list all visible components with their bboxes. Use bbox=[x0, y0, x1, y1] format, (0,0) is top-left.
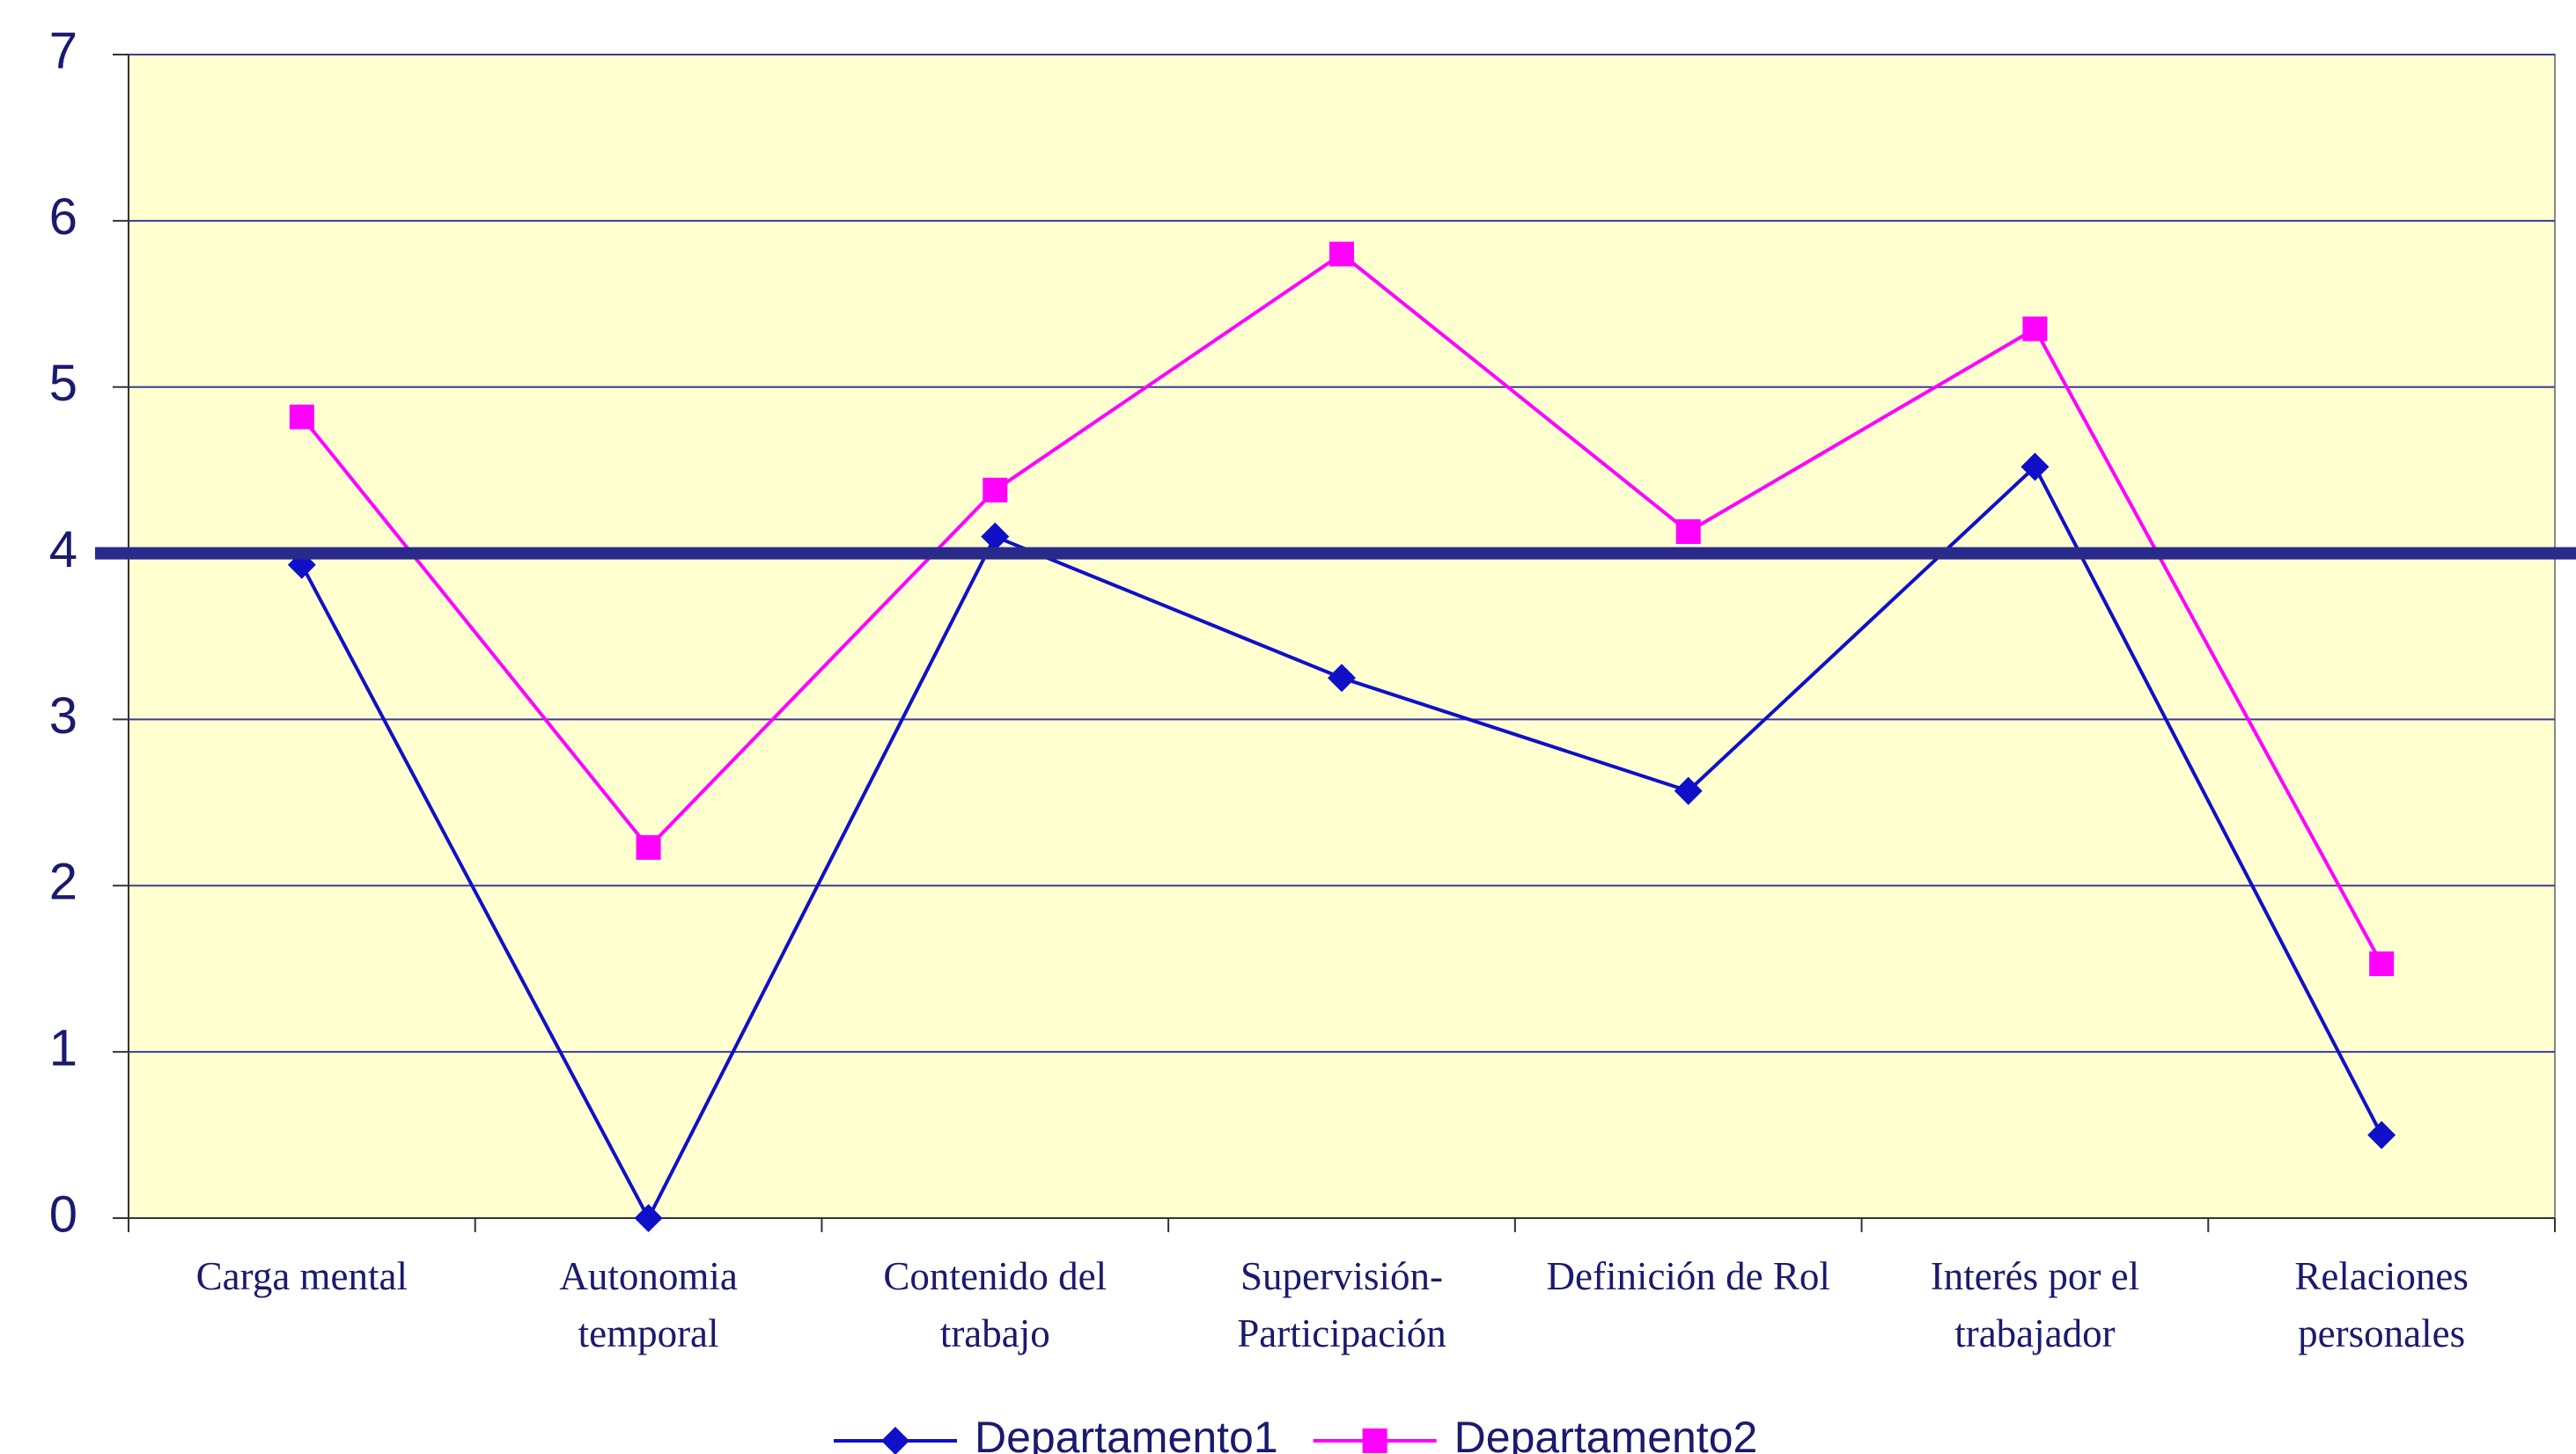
x-tick-label: Supervisión- bbox=[1240, 1254, 1443, 1298]
y-tick-label: 3 bbox=[49, 687, 77, 745]
marker bbox=[289, 404, 314, 430]
x-tick-label: Contenido del bbox=[883, 1254, 1107, 1298]
marker bbox=[634, 1204, 663, 1232]
marker bbox=[1362, 1428, 1387, 1453]
y-tick-label: 4 bbox=[49, 521, 77, 578]
marker bbox=[1328, 664, 1356, 693]
x-tick-label: Carga mental bbox=[196, 1254, 408, 1298]
marker bbox=[2367, 1120, 2396, 1149]
marker bbox=[881, 1427, 909, 1454]
y-tick-label: 0 bbox=[49, 1186, 77, 1243]
x-tick-label: Autonomia bbox=[559, 1254, 738, 1298]
y-tick-label: 1 bbox=[49, 1019, 77, 1076]
y-tick-label: 7 bbox=[49, 22, 77, 79]
marker bbox=[2022, 316, 2048, 341]
x-tick-label: trabajador bbox=[1954, 1311, 2115, 1355]
y-tick-label: 5 bbox=[49, 355, 77, 412]
x-tick-label: Relaciones bbox=[2294, 1254, 2468, 1298]
marker bbox=[2020, 452, 2050, 481]
x-tick-label: trabajo bbox=[940, 1311, 1050, 1355]
marker bbox=[1674, 776, 1703, 805]
legend-label: Departamento2 bbox=[1454, 1413, 1758, 1454]
marker bbox=[1329, 241, 1354, 267]
x-tick-label: temporal bbox=[578, 1311, 719, 1355]
legend-label: Departamento1 bbox=[975, 1413, 1278, 1454]
marker bbox=[981, 522, 1010, 551]
marker bbox=[636, 834, 661, 860]
y-tick-label: 6 bbox=[49, 188, 77, 246]
y-tick-label: 2 bbox=[49, 854, 77, 911]
marker bbox=[2369, 951, 2395, 977]
x-tick-label: personales bbox=[2298, 1311, 2465, 1355]
x-tick-label: Definición de Rol bbox=[1546, 1254, 1829, 1298]
x-tick-label: Interés por el bbox=[1931, 1254, 2139, 1298]
x-tick-label: Participación bbox=[1237, 1311, 1446, 1355]
marker bbox=[983, 477, 1008, 503]
marker bbox=[1675, 519, 1701, 545]
plot-area bbox=[128, 54, 2556, 1219]
